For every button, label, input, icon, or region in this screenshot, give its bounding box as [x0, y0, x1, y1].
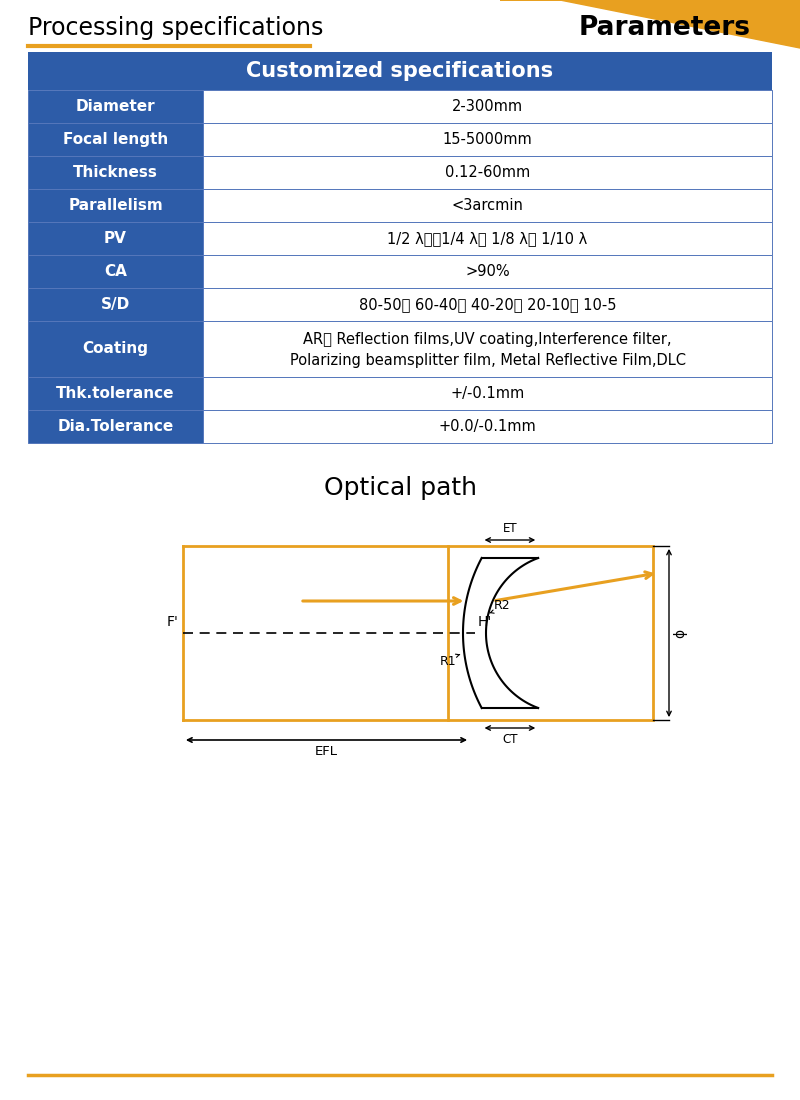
Text: 0.12-60mm: 0.12-60mm: [445, 165, 530, 180]
Bar: [203, 90, 772, 123]
Text: 2-300mm: 2-300mm: [452, 99, 523, 114]
Text: R1: R1: [439, 656, 456, 669]
Text: Dia.Tolerance: Dia.Tolerance: [58, 419, 174, 435]
Text: Optical path: Optical path: [323, 476, 477, 501]
Bar: [28, 52, 772, 90]
Text: Parallelism: Parallelism: [68, 198, 163, 213]
Bar: [448, 546, 653, 720]
Bar: [203, 156, 772, 189]
Bar: [28, 222, 203, 255]
Text: 15-5000mm: 15-5000mm: [442, 132, 532, 147]
Text: EFL: EFL: [315, 745, 338, 758]
Text: 1/2 λ、、1/4 λ、 1/8 λ、 1/10 λ: 1/2 λ、、1/4 λ、 1/8 λ、 1/10 λ: [387, 231, 588, 246]
Text: CA: CA: [104, 264, 127, 279]
Text: PV: PV: [104, 231, 127, 246]
Text: Focal length: Focal length: [63, 132, 168, 147]
Text: ET: ET: [502, 522, 518, 535]
Bar: [203, 255, 772, 288]
Bar: [28, 288, 203, 321]
Bar: [203, 189, 772, 222]
Text: Processing specifications: Processing specifications: [28, 16, 323, 40]
Text: +/-0.1mm: +/-0.1mm: [450, 386, 525, 402]
Text: Diameter: Diameter: [76, 99, 155, 114]
Text: H': H': [478, 615, 492, 629]
Bar: [203, 222, 772, 255]
Bar: [28, 189, 203, 222]
Text: Polarizing beamsplitter film, Metal Reflective Film,DLC: Polarizing beamsplitter film, Metal Refl…: [290, 353, 686, 367]
Text: Thk.tolerance: Thk.tolerance: [56, 386, 174, 402]
Text: F': F': [167, 615, 179, 629]
Text: CT: CT: [502, 733, 518, 746]
Text: R2: R2: [494, 600, 510, 612]
Text: Coating: Coating: [82, 341, 149, 356]
Text: ϕ: ϕ: [673, 628, 687, 638]
Bar: [28, 321, 203, 377]
Text: >90%: >90%: [465, 264, 510, 279]
Polygon shape: [500, 0, 800, 48]
Bar: [28, 156, 203, 189]
Text: 80-50、 60-40、 40-20、 20-10、 10-5: 80-50、 60-40、 40-20、 20-10、 10-5: [358, 297, 616, 312]
Text: <3arcmin: <3arcmin: [451, 198, 523, 213]
Bar: [28, 410, 203, 443]
Bar: [203, 410, 772, 443]
Bar: [203, 321, 772, 377]
Bar: [203, 377, 772, 410]
Text: +0.0/-0.1mm: +0.0/-0.1mm: [438, 419, 536, 435]
Text: S/D: S/D: [101, 297, 130, 312]
Bar: [203, 288, 772, 321]
Bar: [203, 123, 772, 156]
Bar: [28, 377, 203, 410]
Text: Parameters: Parameters: [579, 15, 751, 41]
Bar: [28, 123, 203, 156]
Bar: [28, 90, 203, 123]
Text: Customized specifications: Customized specifications: [246, 60, 554, 81]
Text: Thickness: Thickness: [73, 165, 158, 180]
Bar: [28, 255, 203, 288]
Text: AR、 Reflection films,UV coating,Interference filter,: AR、 Reflection films,UV coating,Interfer…: [303, 332, 672, 346]
